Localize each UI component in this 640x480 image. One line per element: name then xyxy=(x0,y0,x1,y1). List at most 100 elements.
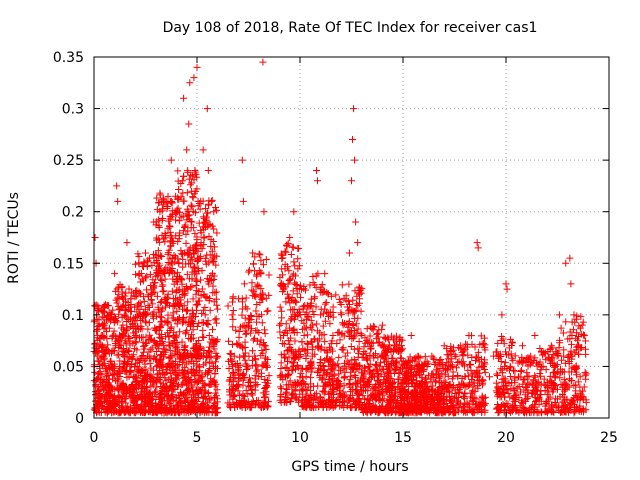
data-point xyxy=(354,390,362,398)
data-point xyxy=(556,374,564,382)
data-point xyxy=(547,355,555,363)
data-point xyxy=(197,276,205,284)
data-point xyxy=(255,328,263,336)
data-point xyxy=(303,339,311,347)
data-point xyxy=(432,359,440,367)
data-point xyxy=(554,351,562,359)
data-point xyxy=(261,378,269,386)
data-point xyxy=(340,398,348,406)
data-point xyxy=(253,301,261,309)
data-point xyxy=(436,356,444,364)
data-point xyxy=(284,280,292,288)
data-point xyxy=(196,367,204,375)
data-point xyxy=(202,388,210,396)
data-point xyxy=(253,380,261,388)
data-point xyxy=(243,322,251,330)
data-point xyxy=(338,345,346,353)
data-point xyxy=(341,352,349,360)
data-point xyxy=(143,386,151,394)
x-axis-label: GPS time / hours xyxy=(291,459,408,475)
data-point xyxy=(179,177,187,185)
data-point xyxy=(510,393,518,401)
data-point xyxy=(211,382,219,390)
data-point xyxy=(296,351,304,359)
data-point xyxy=(109,393,117,401)
data-point xyxy=(210,243,218,251)
data-point xyxy=(95,393,103,401)
data-point xyxy=(230,369,238,377)
data-point xyxy=(124,305,132,313)
data-point xyxy=(252,272,260,280)
data-point xyxy=(181,249,189,257)
data-point xyxy=(562,259,570,267)
data-point xyxy=(277,383,285,391)
data-point xyxy=(421,359,429,367)
data-point xyxy=(96,386,104,394)
data-point xyxy=(321,379,329,387)
data-point xyxy=(133,362,141,370)
data-point xyxy=(349,322,357,330)
data-point xyxy=(156,338,164,345)
data-point xyxy=(294,265,302,273)
data-point xyxy=(103,328,111,336)
data-point xyxy=(166,359,174,367)
data-point xyxy=(182,330,190,338)
data-point xyxy=(478,409,486,417)
data-point xyxy=(135,270,143,278)
data-point xyxy=(198,390,206,398)
data-point xyxy=(429,370,437,378)
data-point xyxy=(308,352,316,360)
data-point xyxy=(523,383,531,391)
data-point xyxy=(107,404,115,412)
data-point xyxy=(582,370,590,378)
data-point xyxy=(278,314,286,322)
data-point xyxy=(248,325,256,333)
data-point xyxy=(362,354,370,362)
data-point xyxy=(239,197,247,205)
data-point xyxy=(559,329,567,337)
data-point xyxy=(427,378,435,386)
data-point xyxy=(463,399,471,407)
data-point xyxy=(203,251,211,259)
data-point xyxy=(143,399,151,407)
data-point xyxy=(399,404,407,412)
data-point xyxy=(424,398,432,406)
data-point xyxy=(475,403,483,411)
data-point xyxy=(477,362,485,370)
data-point xyxy=(360,343,368,351)
data-point xyxy=(297,369,305,377)
data-point xyxy=(238,156,246,164)
data-point xyxy=(382,379,390,387)
data-point xyxy=(264,379,272,387)
data-point xyxy=(371,392,379,400)
data-point xyxy=(288,391,296,399)
data-point xyxy=(556,311,564,319)
data-point xyxy=(301,301,309,309)
data-point xyxy=(231,392,239,400)
data-point xyxy=(246,374,254,382)
data-point xyxy=(574,393,582,401)
data-point xyxy=(186,377,194,385)
data-point xyxy=(190,400,198,408)
data-point xyxy=(476,341,484,349)
data-point xyxy=(183,146,191,154)
data-point xyxy=(280,350,288,358)
data-point xyxy=(188,314,196,322)
data-point xyxy=(380,372,388,380)
data-point xyxy=(260,402,268,410)
data-point xyxy=(164,396,172,404)
data-point xyxy=(402,389,410,397)
data-point xyxy=(157,318,165,326)
data-point xyxy=(196,387,204,395)
data-point xyxy=(344,323,352,331)
data-point xyxy=(177,399,185,407)
data-point xyxy=(373,377,381,385)
data-point xyxy=(162,404,170,412)
data-point xyxy=(158,369,166,377)
data-point xyxy=(210,225,218,233)
data-point xyxy=(554,368,562,376)
data-point xyxy=(307,302,315,310)
data-point xyxy=(182,210,190,218)
data-point xyxy=(287,250,295,258)
data-point xyxy=(290,258,298,266)
